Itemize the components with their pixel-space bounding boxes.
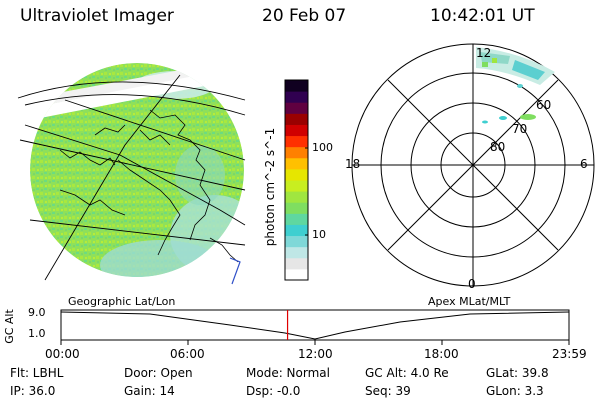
colorbar-segment — [285, 180, 308, 192]
gain-status: Gain: 14 — [124, 384, 175, 398]
colorbar-segment — [285, 168, 308, 181]
mode-status: Mode: Normal — [246, 366, 330, 380]
colorbar-segment — [285, 202, 308, 214]
colorbar-segment — [285, 135, 308, 148]
colorbar-segment — [285, 146, 308, 159]
mlat-label-60: 60 — [536, 98, 552, 112]
colorbar-segment — [285, 102, 308, 114]
mlt-label-12: 12 — [476, 46, 492, 60]
mlat-label-80: 80 — [490, 140, 506, 154]
time-label: 10:42:01 UT — [430, 6, 535, 26]
gcalt-status: GC Alt: 4.0 Re — [365, 366, 449, 380]
door-status: Door: Open — [124, 366, 193, 380]
filter-status: Flt: LBHL — [10, 366, 64, 380]
colorbar-segment — [285, 191, 308, 203]
x-tick-2359: 23:59 — [552, 347, 587, 361]
x-tick-0000: 00:00 — [45, 347, 80, 361]
colorbar-segment — [285, 213, 308, 225]
mlt-label-18: 18 — [345, 157, 361, 171]
colorbar-segment — [285, 124, 308, 137]
x-tick-1800: 18:00 — [424, 347, 459, 361]
terminator-line — [229, 257, 241, 285]
polar-emission — [476, 47, 555, 124]
timeline-left-label: Geographic Lat/Lon — [68, 295, 176, 308]
x-tick-1200: 12:00 — [298, 347, 333, 361]
glat-status: GLat: 39.8 — [486, 366, 549, 380]
colorbar-segment — [285, 268, 308, 281]
aurora-disk — [30, 63, 244, 277]
y-tick-9: 9.0 — [28, 306, 46, 319]
instrument-title: Ultraviolet Imager — [20, 6, 174, 26]
date-label: 20 Feb 07 — [262, 6, 347, 26]
mlt-label-0: 0 — [468, 277, 476, 291]
ip-status: IP: 36.0 — [10, 384, 56, 398]
dsp-status: Dsp: -0.0 — [246, 384, 301, 398]
colorbar-segment — [285, 257, 308, 270]
colorbar-segment — [285, 113, 308, 125]
seq-status: Seq: 39 — [365, 384, 411, 398]
colorbar-tick-10: 10 — [312, 228, 326, 241]
mlt-label-6: 6 — [580, 157, 588, 171]
colorbar-segment — [285, 157, 308, 170]
y-tick-1: 1.0 — [28, 327, 46, 340]
colorbar-segment — [285, 235, 308, 248]
colorbar-segment — [285, 246, 308, 259]
colorbar-tick-100: 100 — [312, 141, 333, 154]
colorbar-segment — [285, 91, 308, 103]
glon-status: GLon: 3.3 — [486, 384, 544, 398]
latlon-grid — [17, 74, 246, 281]
mlat-label-70: 70 — [512, 122, 528, 136]
timeline-right-label: Apex MLat/MLT — [428, 295, 511, 308]
colorbar-segment — [285, 224, 308, 237]
x-tick-0600: 06:00 — [170, 347, 205, 361]
colorbar-segment — [285, 80, 308, 92]
